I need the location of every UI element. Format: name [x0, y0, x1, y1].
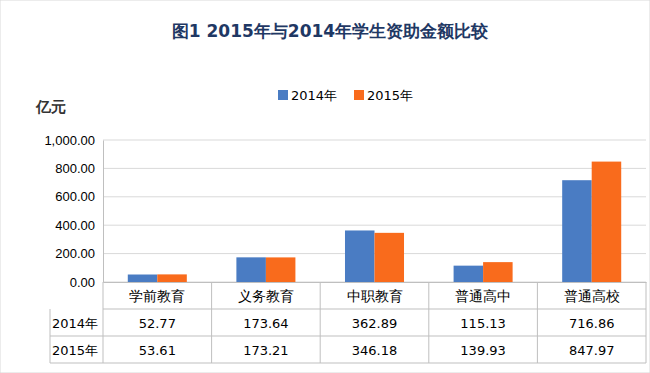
chart-title: 图1 2015年与2014年学生资助金额比较: [172, 21, 489, 41]
data-table: 2014年 52.77 173.64 362.89 115.13 716.86 2015年 5…: [50, 282, 646, 363]
table-rule: [537, 282, 538, 363]
bar: [236, 257, 266, 282]
x-axis-line: [104, 282, 647, 283]
data-label: 173.21: [243, 343, 289, 358]
y-tick: 0.00: [70, 275, 103, 290]
legend-label: 2014年: [291, 88, 337, 103]
y-tick: 800.00: [55, 161, 103, 176]
x-tick-label: 普通高中: [455, 288, 511, 304]
x-tick-label: 学前教育: [129, 288, 185, 304]
data-label: 716.86: [569, 316, 615, 331]
y-tick-label: 200.00: [55, 246, 95, 261]
data-label: 115.13: [460, 316, 506, 331]
table-row-label: 2015年: [52, 343, 98, 358]
data-label: 362.89: [352, 316, 398, 331]
bar: [375, 233, 405, 282]
table-rule: [428, 282, 429, 363]
legend-swatch: [278, 90, 288, 100]
x-tick: 义务教育: [238, 282, 294, 304]
table-rule: [646, 282, 647, 363]
table-rule: [50, 309, 51, 363]
data-label: 139.93: [460, 343, 506, 358]
x-tick-label: 普通高校: [564, 288, 620, 304]
y-tick-label: 400.00: [55, 218, 95, 233]
bar: [128, 275, 158, 282]
legend: 2014年 2015年: [278, 88, 413, 103]
x-tick: 普通高校: [564, 282, 620, 304]
grid-line: [103, 168, 646, 169]
grid: [103, 140, 646, 282]
table-row-label: 2014年: [52, 316, 98, 331]
y-tick-label: 800.00: [55, 161, 95, 176]
bar: [483, 262, 513, 282]
data-label: 346.18: [352, 343, 398, 358]
legend-label: 2015年: [367, 88, 413, 103]
bar: [266, 257, 296, 282]
x-axis: 学前教育 义务教育 中职教育 普通高中 普通高校: [104, 282, 647, 304]
y-axis: 0.00 200.00 400.00 600.00 800.00 1,000.00: [44, 133, 103, 290]
x-tick: 中职教育: [347, 282, 403, 304]
data-label: 173.64: [243, 316, 289, 331]
x-tick: 普通高中: [455, 282, 511, 304]
table-rule: [320, 282, 321, 363]
table-rule: [50, 336, 646, 337]
data-label: 847.97: [569, 343, 615, 358]
y-axis-line: [103, 141, 104, 283]
bars: [128, 162, 621, 282]
y-tick: 400.00: [55, 218, 103, 233]
table-rule: [103, 282, 104, 363]
table-rule: [103, 309, 646, 310]
grid-line: [103, 140, 646, 141]
y-tick-label: 600.00: [55, 189, 95, 204]
table-rule: [50, 363, 646, 364]
x-tick: 学前教育: [129, 282, 185, 304]
background: [0, 0, 650, 373]
y-tick: 200.00: [55, 246, 103, 261]
data-label: 52.77: [139, 316, 176, 331]
y-axis-label: 亿元: [35, 98, 66, 116]
bar: [157, 274, 187, 282]
x-tick-label: 义务教育: [238, 288, 294, 304]
y-tick: 600.00: [55, 189, 103, 204]
data-label: 53.61: [139, 343, 176, 358]
bar: [562, 180, 592, 282]
table-rule: [211, 282, 212, 363]
y-tick-label: 1,000.00: [44, 133, 95, 148]
bar: [454, 266, 484, 282]
x-tick-label: 中职教育: [347, 288, 403, 304]
bar: [345, 230, 375, 282]
y-tick: 1,000.00: [44, 133, 103, 148]
legend-swatch: [354, 90, 364, 100]
y-tick-label: 0.00: [70, 275, 95, 290]
bar: [592, 162, 622, 282]
